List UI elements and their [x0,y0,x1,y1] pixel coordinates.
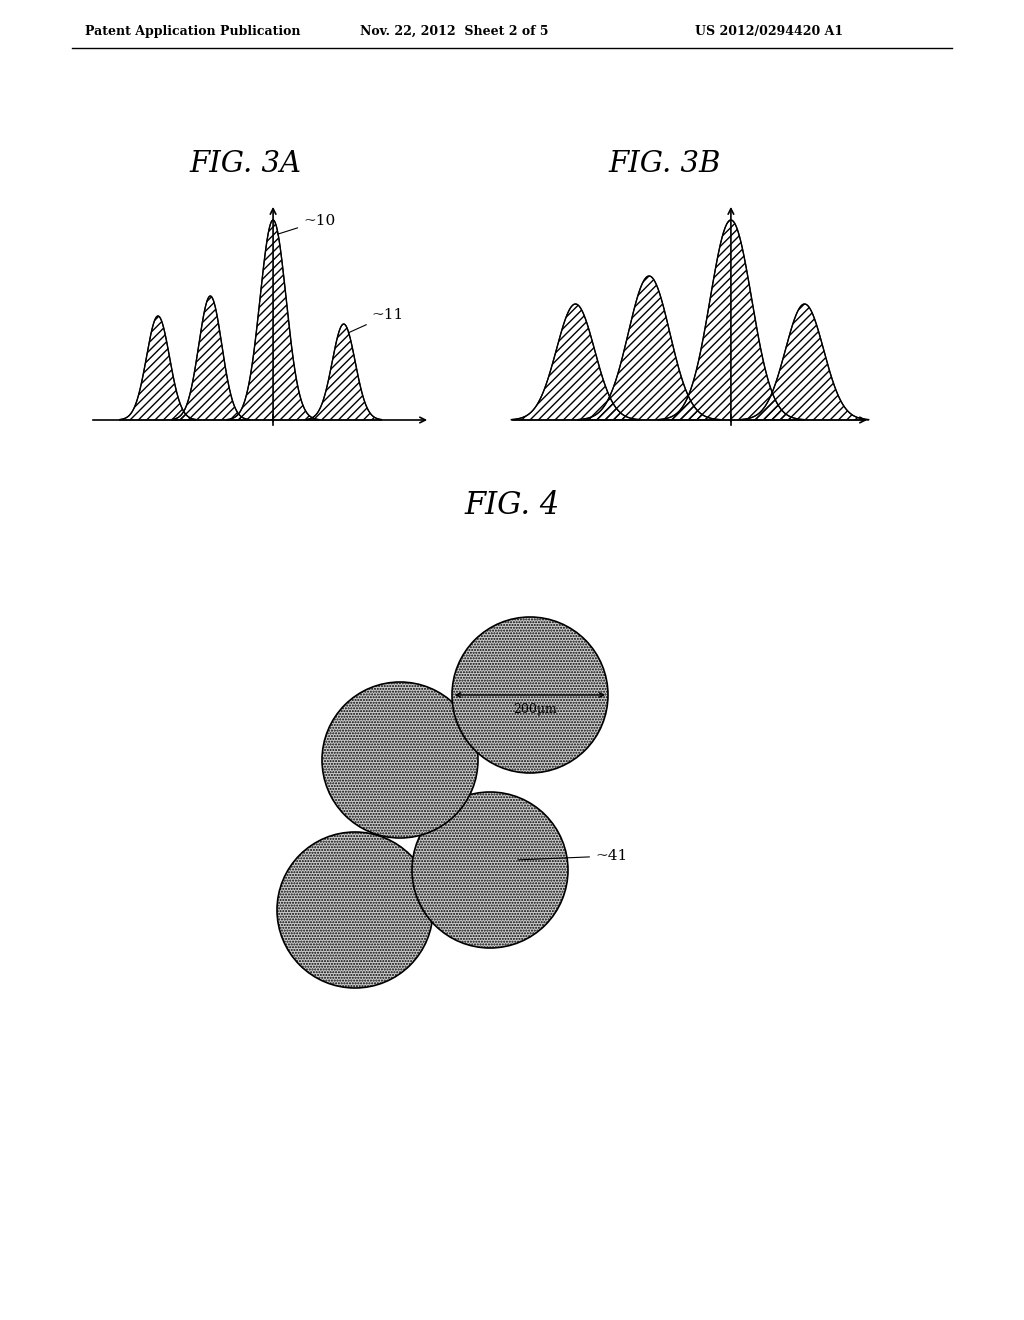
Text: FIG. 4: FIG. 4 [464,490,560,521]
Circle shape [322,682,478,838]
Text: ~10: ~10 [278,214,335,234]
Text: Patent Application Publication: Patent Application Publication [85,25,300,38]
Circle shape [412,792,568,948]
Text: ~41: ~41 [518,849,628,863]
Text: FIG. 3A: FIG. 3A [189,150,301,178]
Circle shape [278,832,433,987]
Text: Nov. 22, 2012  Sheet 2 of 5: Nov. 22, 2012 Sheet 2 of 5 [360,25,549,38]
Text: ~11: ~11 [348,308,403,333]
Circle shape [452,616,608,774]
Text: US 2012/0294420 A1: US 2012/0294420 A1 [695,25,843,38]
Text: FIG. 3B: FIG. 3B [609,150,721,178]
Text: 200μm: 200μm [513,704,557,715]
